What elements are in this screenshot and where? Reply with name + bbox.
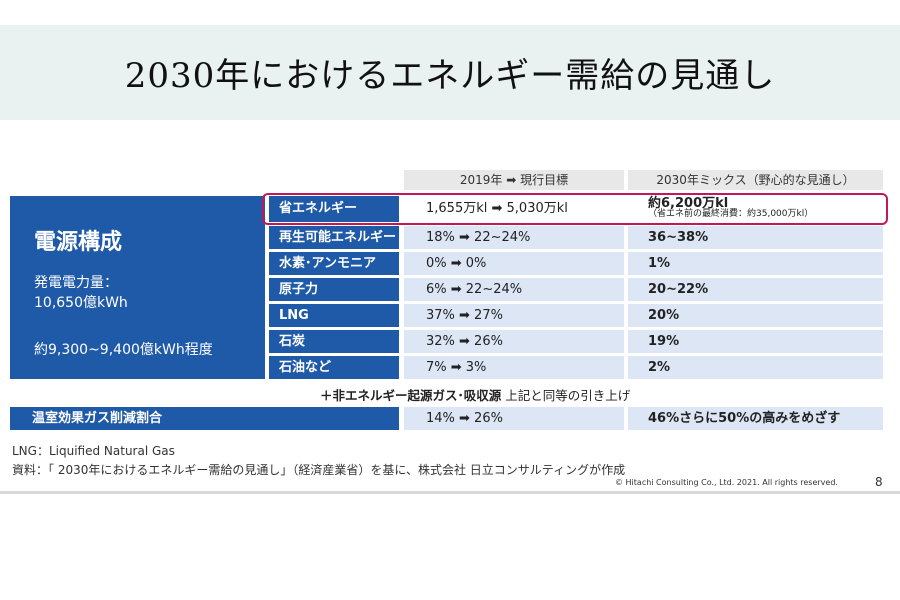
row-mix: 2% [628, 356, 883, 379]
column-header-current: 2019年 ➡ 現行目標 [404, 170, 624, 190]
row-mix: 20~22% [628, 278, 883, 301]
row-label: 省エネルギー [269, 196, 399, 222]
page-number: 8 [875, 475, 883, 489]
row-mix-sub: （省エネ前の最終消費：約35,000万kl） [648, 209, 814, 219]
footnote-lng: LNG：Liquified Natural Gas [12, 444, 175, 458]
highlight-frame [262, 193, 888, 225]
row-current: 18% ➡ 22~24% [404, 226, 624, 249]
row-current: 6% ➡ 22~24% [404, 278, 624, 301]
row-mix: 36~38% [628, 226, 883, 249]
power-mix-panel: 電源構成 発電電力量： 10,650億kWh 約9,300~9,400億kWh程… [10, 196, 265, 379]
row-label: LNG [269, 304, 399, 327]
slide-title: 2030年におけるエネルギー需給の見通し [124, 56, 776, 96]
row-label: 石油など [269, 356, 399, 379]
row-current: 32% ➡ 26% [404, 330, 624, 353]
row-mix: 20% [628, 304, 883, 327]
plus-note-rest: 上記と同等の引き上げ [501, 388, 631, 403]
row-current: 37% ➡ 27% [404, 304, 624, 327]
column-header-mix: 2030年ミックス（野心的な見通し） [628, 170, 883, 190]
row-current: 1,655万kl ➡ 5,030万kl [404, 196, 624, 222]
row-mix: 19% [628, 330, 883, 353]
row-label: 石炭 [269, 330, 399, 353]
plus-note: ＋非エネルギー起源ガス･吸収源 上記と同等の引き上げ [320, 385, 630, 404]
row-label: 水素･アンモニア [269, 252, 399, 275]
panel-line-2: 10,650億kWh [34, 295, 128, 311]
gas-row-current: 14% ➡ 26% [404, 407, 624, 430]
row-label: 再生可能エネルギー [269, 226, 399, 249]
copyright: © Hitachi Consulting Co., Ltd. 2021. All… [615, 478, 838, 487]
gas-row-label: 温室効果ガス削減割合 [10, 407, 399, 430]
row-current: 0% ➡ 0% [404, 252, 624, 275]
row-mix-main: 約6,200万kl [648, 196, 729, 211]
panel-title: 電源構成 [34, 230, 123, 255]
row-label: 原子力 [269, 278, 399, 301]
footnote-source: 資料：「 2030年におけるエネルギー需給の見通し」（経済産業省）を基に、株式会… [12, 463, 626, 477]
row-current: 7% ➡ 3% [404, 356, 624, 379]
title-band [0, 25, 900, 120]
panel-line-3: 約9,300~9,400億kWh程度 [34, 342, 213, 358]
plus-note-bold: ＋非エネルギー起源ガス･吸収源 [320, 388, 502, 403]
gas-row-mix: 46%さらに50%の高みをめざす [628, 407, 883, 430]
row-mix: 1% [628, 252, 883, 275]
row-mix: 約6,200万kl （省エネ前の最終消費：約35,000万kl） [628, 196, 883, 222]
panel-line-1: 発電電力量： [34, 275, 118, 291]
bottom-divider [0, 491, 900, 494]
